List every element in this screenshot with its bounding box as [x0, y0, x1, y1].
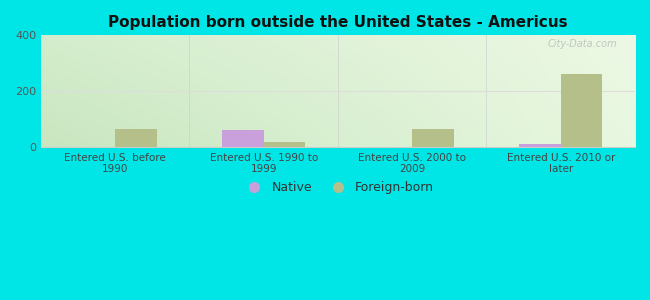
Text: City-Data.com: City-Data.com: [547, 39, 618, 49]
Legend: Native, Foreign-born: Native, Foreign-born: [237, 176, 439, 199]
Bar: [561, 74, 603, 147]
Title: Population born outside the United States - Americus: Population born outside the United State…: [108, 15, 568, 30]
Bar: [412, 129, 454, 147]
Bar: [264, 142, 306, 147]
Bar: [222, 130, 264, 147]
Bar: [115, 129, 157, 147]
Bar: [519, 144, 561, 147]
